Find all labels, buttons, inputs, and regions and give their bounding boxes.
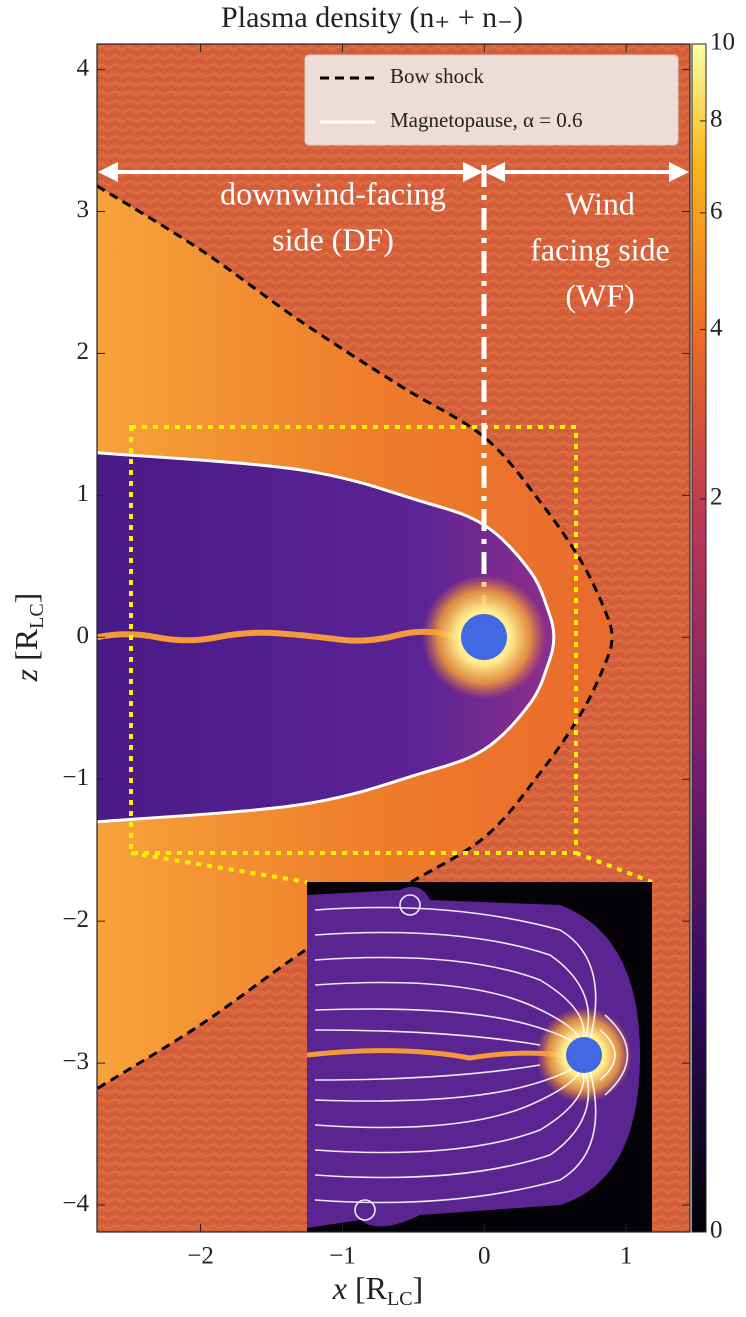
x-tick-label: 1	[620, 1243, 633, 1270]
axis-label-part: ]	[413, 1270, 424, 1306]
y-tick-label: −4	[62, 1190, 89, 1217]
star	[461, 614, 507, 660]
colorbar-tick-label: 0	[710, 1217, 723, 1244]
colorbar	[691, 43, 707, 1233]
inset	[307, 882, 652, 1232]
legend-label: Bow shock	[390, 64, 484, 88]
y-tick-label: 4	[77, 54, 90, 81]
y-tick-label: 3	[77, 196, 90, 223]
zoom-box	[129, 425, 578, 855]
zoom-connector	[575, 851, 653, 884]
streamlines	[314, 894, 629, 1221]
x-tick-label: −2	[187, 1243, 214, 1270]
axis-label-part: [R	[8, 628, 44, 661]
annotation: (WF)	[565, 277, 634, 313]
axis-label-part: z	[8, 668, 44, 682]
legend-label: Magnetopause, α = 0.6	[390, 108, 583, 132]
inset-star	[566, 1037, 602, 1073]
annotation: downwind-facing	[220, 175, 446, 211]
axis-label-part: LC	[26, 603, 48, 629]
zoom-connector	[130, 851, 308, 884]
inset-jet	[307, 1048, 561, 1061]
colorbar-tick-label: 2	[710, 484, 723, 511]
x-tick-label: 0	[478, 1243, 491, 1270]
y-tick-label: 0	[77, 622, 90, 649]
chart-title: Plasma density (n₊ + n₋)	[221, 1, 523, 34]
plot-frame	[96, 43, 691, 1233]
axis-label-part: x	[332, 1270, 347, 1306]
x-axis-label: x [RLC]	[332, 1270, 423, 1309]
y-tick-label: −2	[62, 906, 89, 933]
colorbar-tick-label: 10	[710, 29, 735, 56]
guides	[98, 162, 689, 884]
colorbar-tick-label: 6	[710, 198, 723, 225]
y-tick-label: 2	[77, 338, 90, 365]
annotation: facing side	[530, 231, 670, 267]
axis-label-part: [R	[355, 1270, 388, 1306]
annotation: Wind	[565, 185, 635, 221]
y-tick-label: −3	[62, 1048, 89, 1075]
y-tick-label: −1	[62, 764, 89, 791]
density-map	[97, 44, 690, 1232]
axis-label-part: ]	[8, 593, 44, 604]
colorbar-tick-label: 8	[710, 106, 723, 133]
legend	[304, 54, 679, 146]
colorbar-tick-label: 4	[710, 314, 723, 341]
legend-box	[304, 54, 679, 146]
y-axis-label: z [RLC]	[8, 593, 47, 683]
x-tick-label: −1	[329, 1243, 356, 1270]
y-tick-label: 1	[77, 480, 90, 507]
series-line	[97, 451, 556, 824]
axis-label-part: LC	[387, 1288, 413, 1310]
annotation: side (DF)	[272, 221, 394, 257]
